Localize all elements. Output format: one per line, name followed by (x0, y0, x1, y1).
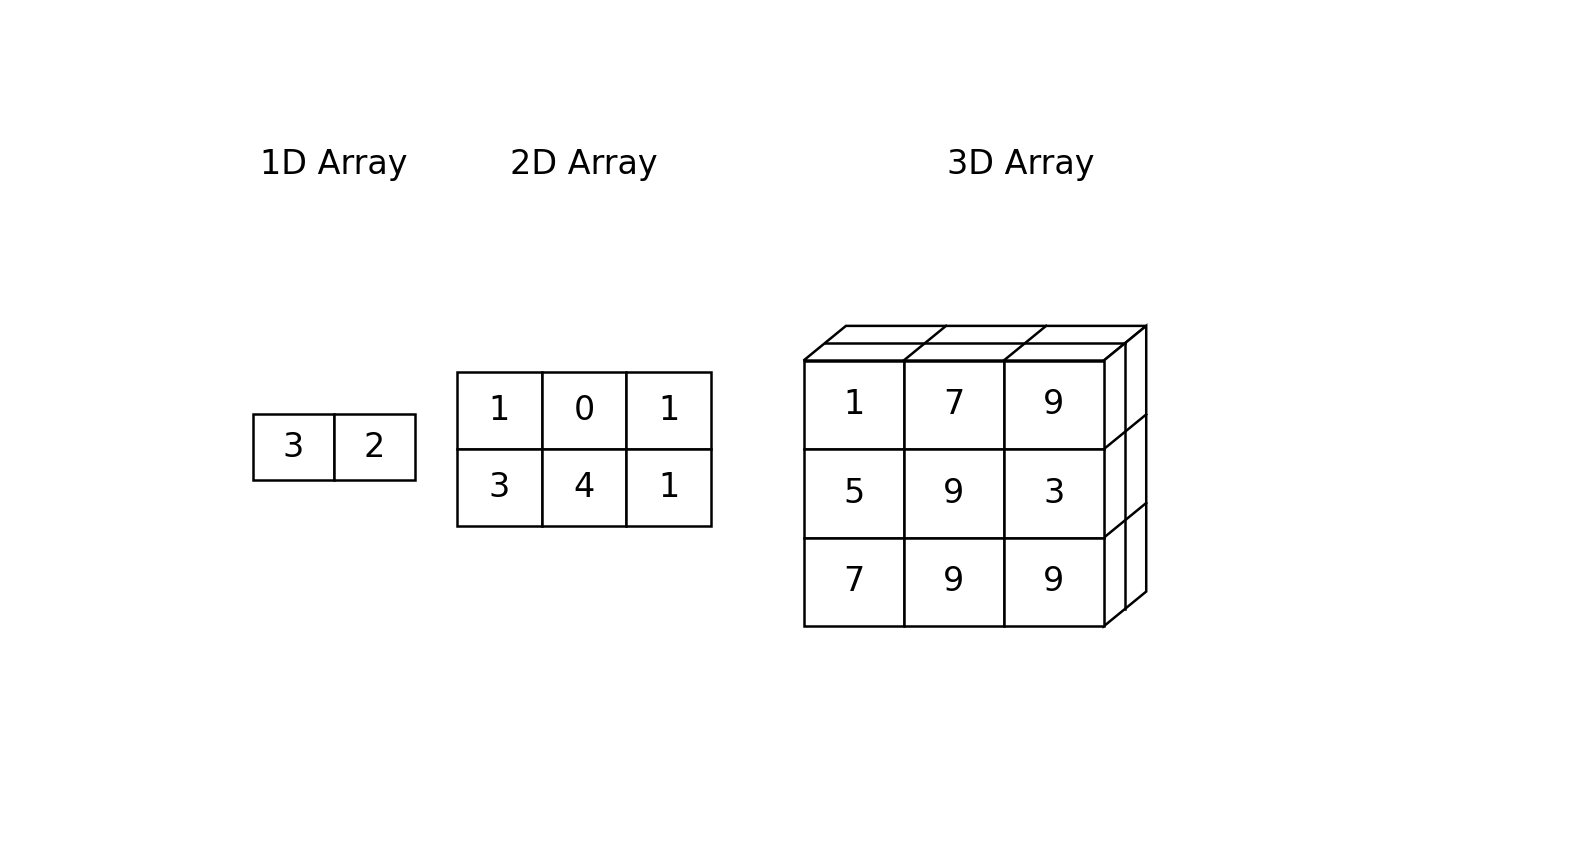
Bar (904, 449, 1005, 538)
Text: 7: 7 (844, 566, 864, 599)
Text: 1D Array: 1D Array (259, 147, 408, 181)
Text: 9: 9 (942, 477, 965, 510)
Bar (1005, 538, 1103, 626)
Text: 1: 1 (657, 394, 680, 427)
Bar (804, 449, 904, 538)
Bar (627, 449, 712, 526)
Text: 3D Array: 3D Array (947, 147, 1095, 181)
Bar (804, 360, 904, 449)
Bar (904, 360, 1005, 449)
Text: 1: 1 (489, 394, 509, 427)
Bar (541, 449, 627, 526)
Bar (904, 538, 1005, 626)
Text: 1: 1 (657, 471, 680, 504)
Text: 9: 9 (942, 566, 965, 599)
Text: 3: 3 (283, 430, 304, 464)
Text: 3: 3 (1043, 477, 1065, 510)
Text: 7: 7 (942, 388, 965, 421)
Bar (1005, 449, 1103, 538)
Text: 4: 4 (573, 471, 595, 504)
Polygon shape (804, 326, 1146, 360)
Text: 1: 1 (844, 388, 864, 421)
Bar (253, 414, 334, 480)
Bar (804, 538, 904, 626)
Bar (541, 372, 627, 449)
Text: 0: 0 (573, 394, 595, 427)
Bar (1005, 360, 1103, 449)
Text: 9: 9 (1043, 388, 1065, 421)
Bar (627, 372, 712, 449)
Bar (457, 372, 541, 449)
Bar (334, 414, 416, 480)
Text: 9: 9 (1043, 566, 1065, 599)
Text: 2D Array: 2D Array (511, 147, 657, 181)
Text: 2: 2 (363, 430, 385, 464)
Bar (457, 449, 541, 526)
Text: 3: 3 (489, 471, 509, 504)
Polygon shape (1103, 326, 1146, 626)
Text: 5: 5 (844, 477, 864, 510)
